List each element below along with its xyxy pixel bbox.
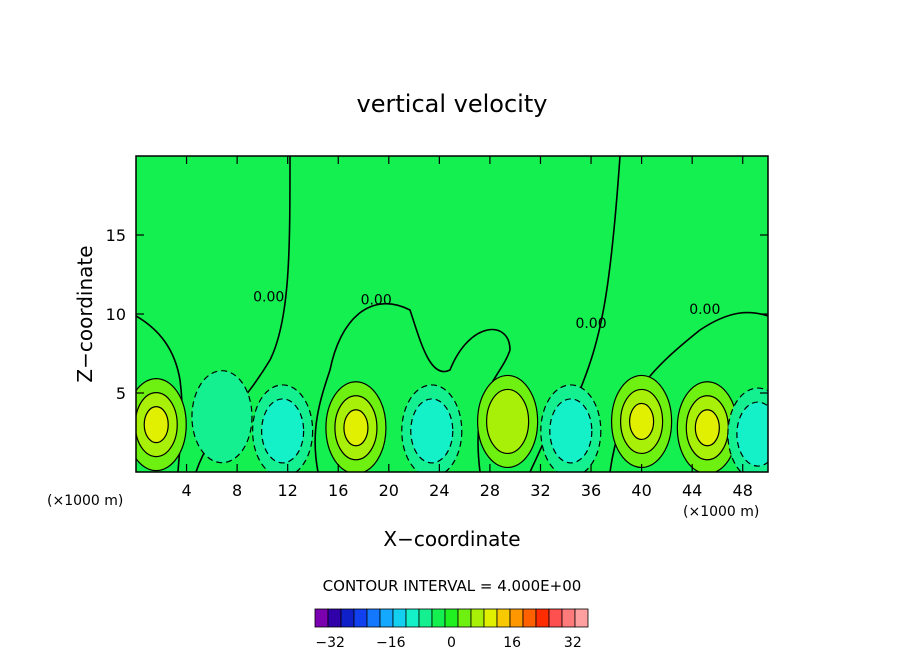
- y-tick-label: 10: [106, 305, 126, 324]
- x-tick-label: 36: [581, 481, 601, 500]
- colorbar-tick-label: −16: [376, 635, 406, 651]
- x-axis-label: X−coordinate: [383, 527, 520, 551]
- colorbar-swatch: [548, 608, 563, 628]
- x-tick-label: 48: [733, 481, 753, 500]
- contour-cell-1: [136, 378, 187, 472]
- contour-level-3: [628, 402, 655, 441]
- zero-contour-labels: 0.00 0.00 0.00 0.00: [253, 289, 720, 332]
- contour-cell-8: [610, 374, 673, 469]
- x-tick-label: 24: [429, 481, 449, 500]
- colorbar-swatch: [392, 608, 407, 628]
- colorbar-swatch: [327, 608, 342, 628]
- colorbar-swatch: [405, 608, 420, 628]
- contour-interval-text: CONTOUR INTERVAL = 4.000E+00: [323, 577, 582, 595]
- colorbar-swatch: [496, 608, 511, 628]
- x-unit-right: (×1000 m): [683, 504, 759, 520]
- colorbar-swatch: [574, 608, 589, 628]
- y-axis-label: Z−coordinate: [73, 245, 97, 382]
- contour-cell-10: [727, 387, 768, 472]
- colorbar-swatch: [470, 608, 485, 628]
- colorbar-swatch: [535, 608, 550, 628]
- x-tick-label: 28: [480, 481, 500, 500]
- y-tick-label: 15: [106, 226, 126, 245]
- zero-contour-label: 0.00: [253, 289, 284, 305]
- colorbar-tick-labels: −32 −16 0 16 32: [315, 635, 581, 651]
- colorbar-swatch: [431, 608, 446, 628]
- colorbar-tick-label: −32: [315, 635, 345, 651]
- contour-cell-2: [191, 370, 253, 464]
- colorbar-swatch: [314, 608, 329, 628]
- colorbar-swatch: [366, 608, 381, 628]
- contour-cell-6: [477, 374, 539, 469]
- x-tick-label: 44: [682, 481, 702, 500]
- x-axis: 4 8 12 16 20 24 28 32 36 40 44 48: [181, 156, 753, 500]
- contour-level-3: [343, 409, 369, 447]
- colorbar-swatch: [418, 608, 433, 628]
- colorbar-tick-label: 16: [503, 635, 521, 651]
- x-tick-label: 12: [278, 481, 298, 500]
- x-tick-label: 40: [631, 481, 651, 500]
- contour-level-2: [486, 388, 530, 455]
- zero-contour-label: 0.00: [689, 302, 720, 318]
- x-unit-left: (×1000 m): [47, 493, 123, 509]
- contour-cell-7: [540, 384, 602, 472]
- zero-contour-line: [136, 156, 768, 472]
- colorbar-swatch: [509, 608, 524, 628]
- contour-level-2: [549, 398, 593, 464]
- contour-cell-3: [252, 384, 314, 472]
- colorbar-swatch: [561, 608, 576, 628]
- contour-level-2: [410, 398, 454, 464]
- contour-cell-9: [676, 381, 738, 472]
- contour-level-3: [694, 409, 720, 447]
- contour-field: [136, 156, 768, 472]
- x-tick-label: 4: [181, 481, 191, 500]
- colorbar-swatch: [379, 608, 394, 628]
- contour-level-2: [736, 401, 768, 467]
- contour-level-2: [261, 398, 305, 464]
- colorbar-swatch: [353, 608, 368, 628]
- y-tick-label: 5: [116, 384, 126, 403]
- contour-level-1: [191, 370, 253, 464]
- contour-cell-5: [401, 384, 463, 472]
- contour-level-3: [143, 406, 169, 444]
- contour-cell-4: [325, 381, 387, 472]
- colorbar-swatch: [444, 608, 459, 628]
- colorbar-swatch: [457, 608, 472, 628]
- colorbar: [314, 608, 589, 628]
- colorbar-tick-label: 32: [564, 635, 582, 651]
- colorbar-swatch: [483, 608, 498, 628]
- x-tick-label: 32: [530, 481, 550, 500]
- colorbar-tick-label: 0: [447, 635, 456, 651]
- chart-title: vertical velocity: [357, 90, 548, 118]
- y-axis: 5 10 15: [106, 226, 768, 403]
- colorbar-swatch: [522, 608, 537, 628]
- x-tick-label: 20: [379, 481, 399, 500]
- colorbar-swatch: [340, 608, 355, 628]
- zero-contour-label: 0.00: [575, 316, 606, 332]
- x-tick-label: 16: [328, 481, 348, 500]
- x-tick-label: 8: [232, 481, 242, 500]
- zero-contour-label: 0.00: [361, 293, 392, 309]
